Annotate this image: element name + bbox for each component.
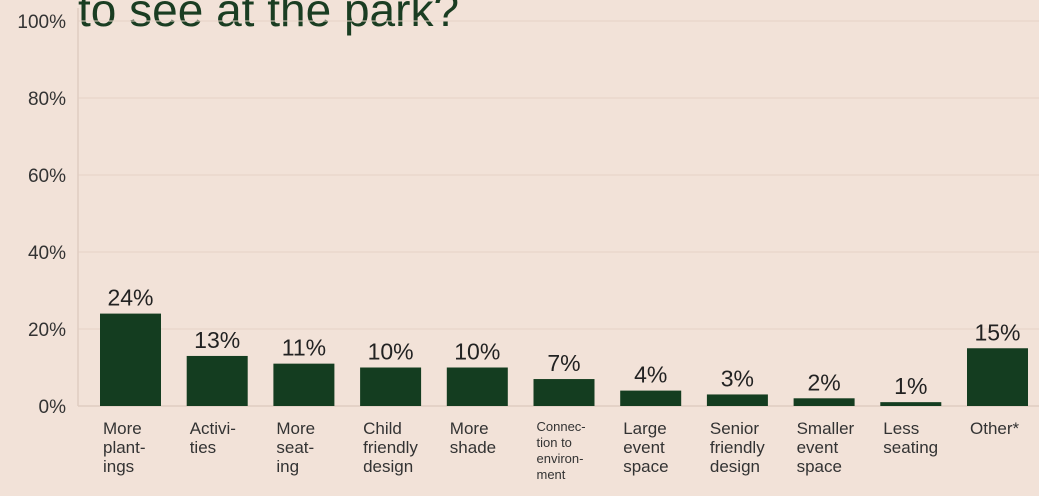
category-label: Senior friendly design — [710, 419, 765, 476]
category-label-line: Activi- — [190, 419, 236, 438]
bar-value-label: 3% — [721, 365, 754, 391]
category-label-line: More — [103, 419, 142, 438]
grid-layer — [78, 20, 1039, 330]
category-label-line: seating — [883, 438, 938, 457]
y-tick-label: 100% — [17, 12, 66, 33]
bar-value-label: 4% — [634, 362, 667, 388]
category-label-line: Other* — [970, 419, 1020, 438]
y-tick-label: 20% — [28, 320, 66, 341]
category-label-line: plant- — [103, 438, 146, 457]
category-label: Other* — [970, 419, 1020, 438]
category-label: Smaller event space — [797, 419, 855, 476]
category-label-line: friendly — [363, 438, 418, 457]
category-label: Large event space — [623, 419, 668, 476]
chart-title-fragment: to see at the park? — [78, 0, 459, 36]
category-label-line: ment — [537, 467, 566, 482]
bar — [793, 398, 855, 406]
category-label-line: Smaller — [797, 419, 855, 438]
category-label-line: design — [363, 457, 413, 476]
category-label-line: ing — [276, 457, 299, 476]
category-label-line: More — [276, 419, 315, 438]
bar — [186, 355, 248, 406]
category-label-line: Connec- — [537, 419, 586, 434]
category-label-line: design — [710, 457, 760, 476]
category-label: Less seating — [883, 419, 938, 457]
bar — [967, 348, 1028, 406]
category-label-line: Less — [883, 419, 919, 438]
bar — [273, 363, 335, 406]
y-tick-label: 60% — [28, 166, 66, 187]
category-label-line: ings — [103, 457, 134, 476]
bar-value-label: 24% — [107, 285, 153, 311]
bar-value-label: 15% — [974, 319, 1020, 345]
category-label-line: environ- — [537, 451, 584, 466]
bar-value-label: 11% — [282, 335, 326, 361]
category-label-line: friendly — [710, 438, 765, 457]
bar-value-label: 10% — [368, 339, 414, 365]
category-label-line: Large — [623, 419, 666, 438]
bar-value-label: 10% — [454, 339, 500, 365]
bar — [446, 367, 508, 406]
category-label: Child friendly design — [363, 419, 418, 476]
bar-value-label: 7% — [547, 350, 580, 376]
y-tick-label: 0% — [39, 397, 67, 418]
bar — [360, 367, 422, 406]
category-label-line: space — [797, 457, 842, 476]
bar-value-label: 13% — [194, 327, 240, 353]
category-label-line: ties — [190, 438, 216, 457]
bar — [533, 379, 595, 406]
category-label: Activi-ties — [190, 419, 236, 457]
y-tick-label: 80% — [28, 89, 66, 110]
axis-layer: 0% 20% 40% 60% 80% 100% — [17, 8, 1039, 418]
bar — [620, 390, 682, 406]
category-label: More seat-ing — [276, 419, 315, 476]
category-label-line: space — [623, 457, 668, 476]
category-label-line: seat- — [276, 438, 314, 457]
category-label-line: shade — [450, 438, 496, 457]
category-label-line: More — [450, 419, 489, 438]
bar-layer — [100, 313, 1028, 406]
bar — [880, 402, 942, 406]
bar — [706, 394, 768, 406]
category-label: More plant-ings — [103, 419, 146, 476]
y-tick-label: 40% — [28, 243, 66, 264]
category-label-line: event — [797, 438, 839, 457]
category-label: More shade — [450, 419, 496, 457]
bar — [100, 313, 161, 406]
category-label: Connec-tion to environ-ment — [537, 419, 586, 482]
category-label-line: event — [623, 438, 665, 457]
category-label-line: tion to — [537, 435, 572, 450]
category-label-line: Child — [363, 419, 402, 438]
bar-value-label: 1% — [894, 373, 927, 399]
category-label-line: Senior — [710, 419, 759, 438]
bar-value-label: 2% — [807, 369, 840, 395]
